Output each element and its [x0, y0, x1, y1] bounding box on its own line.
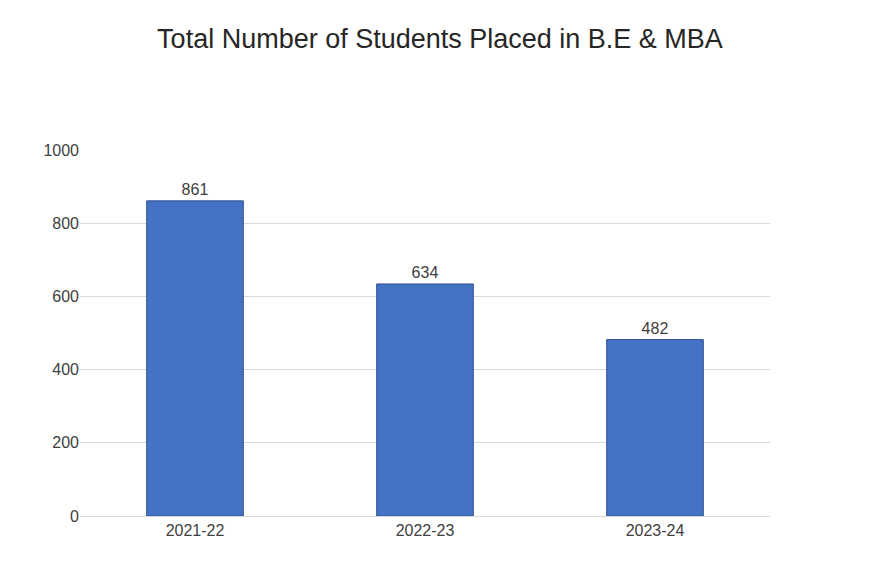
svg-text:2022-23: 2022-23	[396, 522, 455, 539]
svg-text:2023-24: 2023-24	[626, 522, 685, 539]
svg-text:400: 400	[52, 361, 79, 378]
svg-text:2021-22: 2021-22	[166, 522, 225, 539]
svg-text:1000: 1000	[43, 142, 79, 159]
svg-text:200: 200	[52, 434, 79, 451]
svg-text:861: 861	[182, 181, 209, 198]
svg-text:634: 634	[412, 264, 439, 281]
svg-text:482: 482	[642, 320, 669, 337]
svg-text:600: 600	[52, 288, 79, 305]
svg-text:800: 800	[52, 215, 79, 232]
svg-text:0: 0	[70, 508, 79, 525]
svg-text:Total Number of Students Place: Total Number of Students Placed in B.E &…	[157, 24, 723, 54]
